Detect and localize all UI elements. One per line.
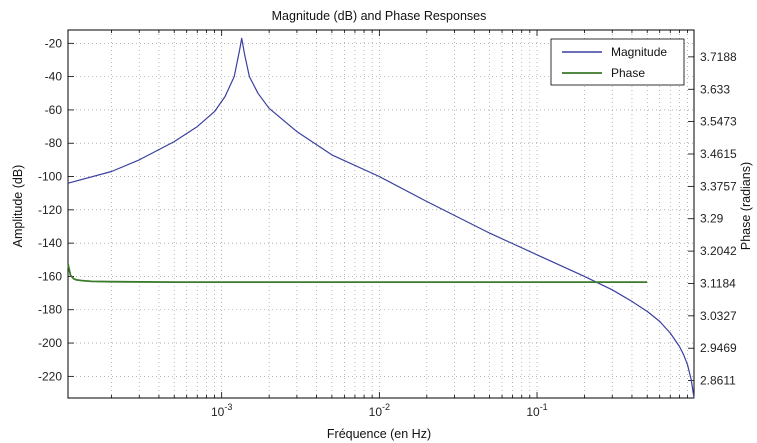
y-right-tick-label: 3.4615 (700, 147, 737, 161)
x-axis-title: Fréquence (en Hz) (327, 427, 431, 441)
y-right-tick-label: 2.9469 (700, 341, 737, 355)
y-left-tick-label: -60 (45, 103, 63, 117)
y-axis-left-title: Amplitude (dB) (11, 165, 25, 248)
axis-ticks: 10-3 10-2 10-1 -20 -40 -60 -80 -100 -120 -140 -160… (38, 30, 737, 419)
y-right-tick-label: 3.29 (700, 212, 724, 226)
legend-box (550, 38, 685, 86)
series-line-phase (67, 263, 648, 284)
y-left-tick-label: -140 (38, 236, 62, 250)
y-right-tick-label: 3.3757 (700, 179, 737, 193)
legend-label-magnitude: Magnitude (611, 45, 667, 59)
y-right-tick-label: 3.2042 (700, 244, 737, 258)
y-right-tick-label: 3.7188 (700, 50, 737, 64)
y-left-tick-label: -160 (38, 269, 62, 283)
y-right-tick-label: 3.5473 (700, 115, 737, 129)
x-tick-label: 10-2 (369, 402, 390, 419)
legend: Magnitude Phase (550, 38, 685, 86)
series-lines (67, 37, 695, 399)
x-tick-label: 10-3 (211, 402, 232, 419)
y-left-tick-label: -180 (38, 303, 62, 317)
y-right-tick-label: 3.0327 (700, 309, 737, 323)
y-axis-right-title: Phase (radians) (739, 162, 753, 250)
y-left-tick-label: -120 (38, 203, 62, 217)
chart-title: Magnitude (dB) and Phase Responses (272, 9, 487, 23)
legend-label-phase: Phase (611, 66, 645, 80)
y-right-tick-label: 3.633 (700, 82, 730, 96)
y-left-tick-label: -40 (45, 70, 63, 84)
y-left-tick-label: -200 (38, 336, 62, 350)
y-left-tick-label: -80 (45, 136, 63, 150)
plot-frame (67, 29, 695, 399)
y-left-tick-label: -100 (38, 170, 62, 184)
y-left-tick-label: -220 (38, 369, 62, 383)
series-line-magnitude (67, 37, 695, 399)
x-tick-label: 10-1 (526, 402, 547, 419)
y-left-tick-label: -20 (45, 36, 63, 50)
y-right-tick-label: 2.8611 (700, 374, 736, 388)
y-right-tick-label: 3.1184 (700, 276, 736, 290)
